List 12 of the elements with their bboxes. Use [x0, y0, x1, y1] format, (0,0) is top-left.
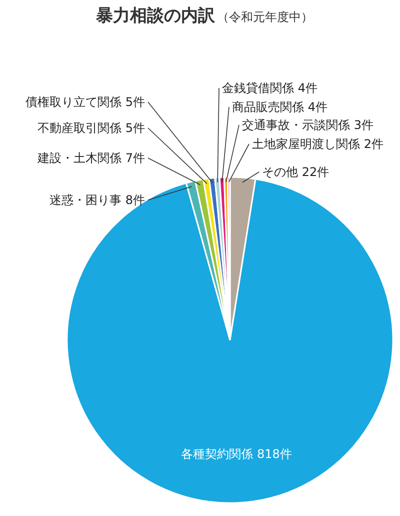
slice-label: 各種契約関係 818件	[181, 446, 292, 461]
slice-label: 商品販売関係 4件	[232, 100, 328, 114]
slice-label: 建設・土木関係 7件	[36, 151, 145, 165]
slice-label: その他 22件	[262, 165, 330, 179]
chart-title: 暴力相談の内訳	[95, 6, 216, 26]
slice-label: 土地家屋明渡し関係 2件	[252, 137, 384, 151]
chart-subtitle: （令和元年度中）	[217, 10, 313, 24]
slice-label: 不動産取引関係 5件	[38, 121, 145, 135]
slice-label: 迷惑・困り事 8件	[50, 193, 145, 207]
slice-label: 債権取り立て関係 5件	[26, 95, 145, 109]
slice-label: 交通事故・示談関係 3件	[242, 118, 374, 132]
slice-label: 金銭貸借関係 4件	[222, 81, 318, 95]
